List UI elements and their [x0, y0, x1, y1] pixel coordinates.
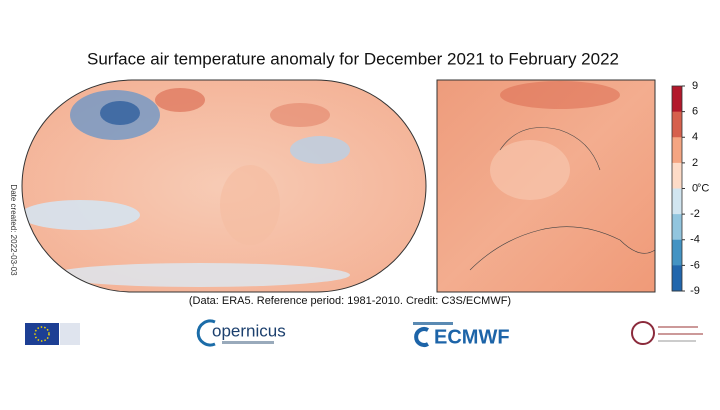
colorbar-band — [672, 214, 682, 241]
ecmwf-text: ECMWF — [434, 326, 510, 348]
world-outline — [21, 79, 427, 293]
colorbar-tick-label: -2 — [690, 208, 700, 220]
colorbar-band — [672, 137, 682, 164]
colorbar-tick-label: 9 — [692, 80, 698, 92]
colorbar-band — [672, 86, 682, 113]
date-note: Date created: 2022-03-03 — [9, 184, 18, 276]
copernicus-text: opernicus — [212, 321, 286, 340]
colorbar: 9 6 4 2 0 -2 -4 -6 -9 °C — [671, 80, 709, 297]
colorbar-tick-label: -6 — [690, 259, 700, 271]
eu-logo — [25, 323, 80, 345]
colorbar-band — [672, 162, 682, 189]
colorbar-tick-label: -4 — [690, 234, 700, 246]
colorbar-band — [672, 239, 682, 266]
colorbar-band — [672, 111, 682, 138]
ecmwf-logo: ECMWF — [413, 322, 510, 348]
colorbar-tick-label: 2 — [692, 157, 698, 169]
europe-map — [436, 79, 656, 293]
colorbar-band — [672, 265, 682, 292]
copernicus-logo: opernicus — [196, 319, 286, 347]
map-title: Surface air temperature anomaly for Dece… — [87, 49, 619, 68]
caption: (Data: ERA5. Reference period: 1981-2010… — [189, 295, 511, 307]
world-map — [22, 80, 426, 292]
colorbar-tick-label: 6 — [692, 106, 698, 118]
colorbar-tick-label: 0 — [692, 182, 698, 194]
colorbar-band — [672, 188, 682, 215]
partner-logo — [631, 321, 703, 345]
colorbar-tick-label: -9 — [690, 285, 700, 297]
colorbar-tick-label: 4 — [692, 131, 698, 143]
colorbar-unit: °C — [697, 182, 709, 194]
